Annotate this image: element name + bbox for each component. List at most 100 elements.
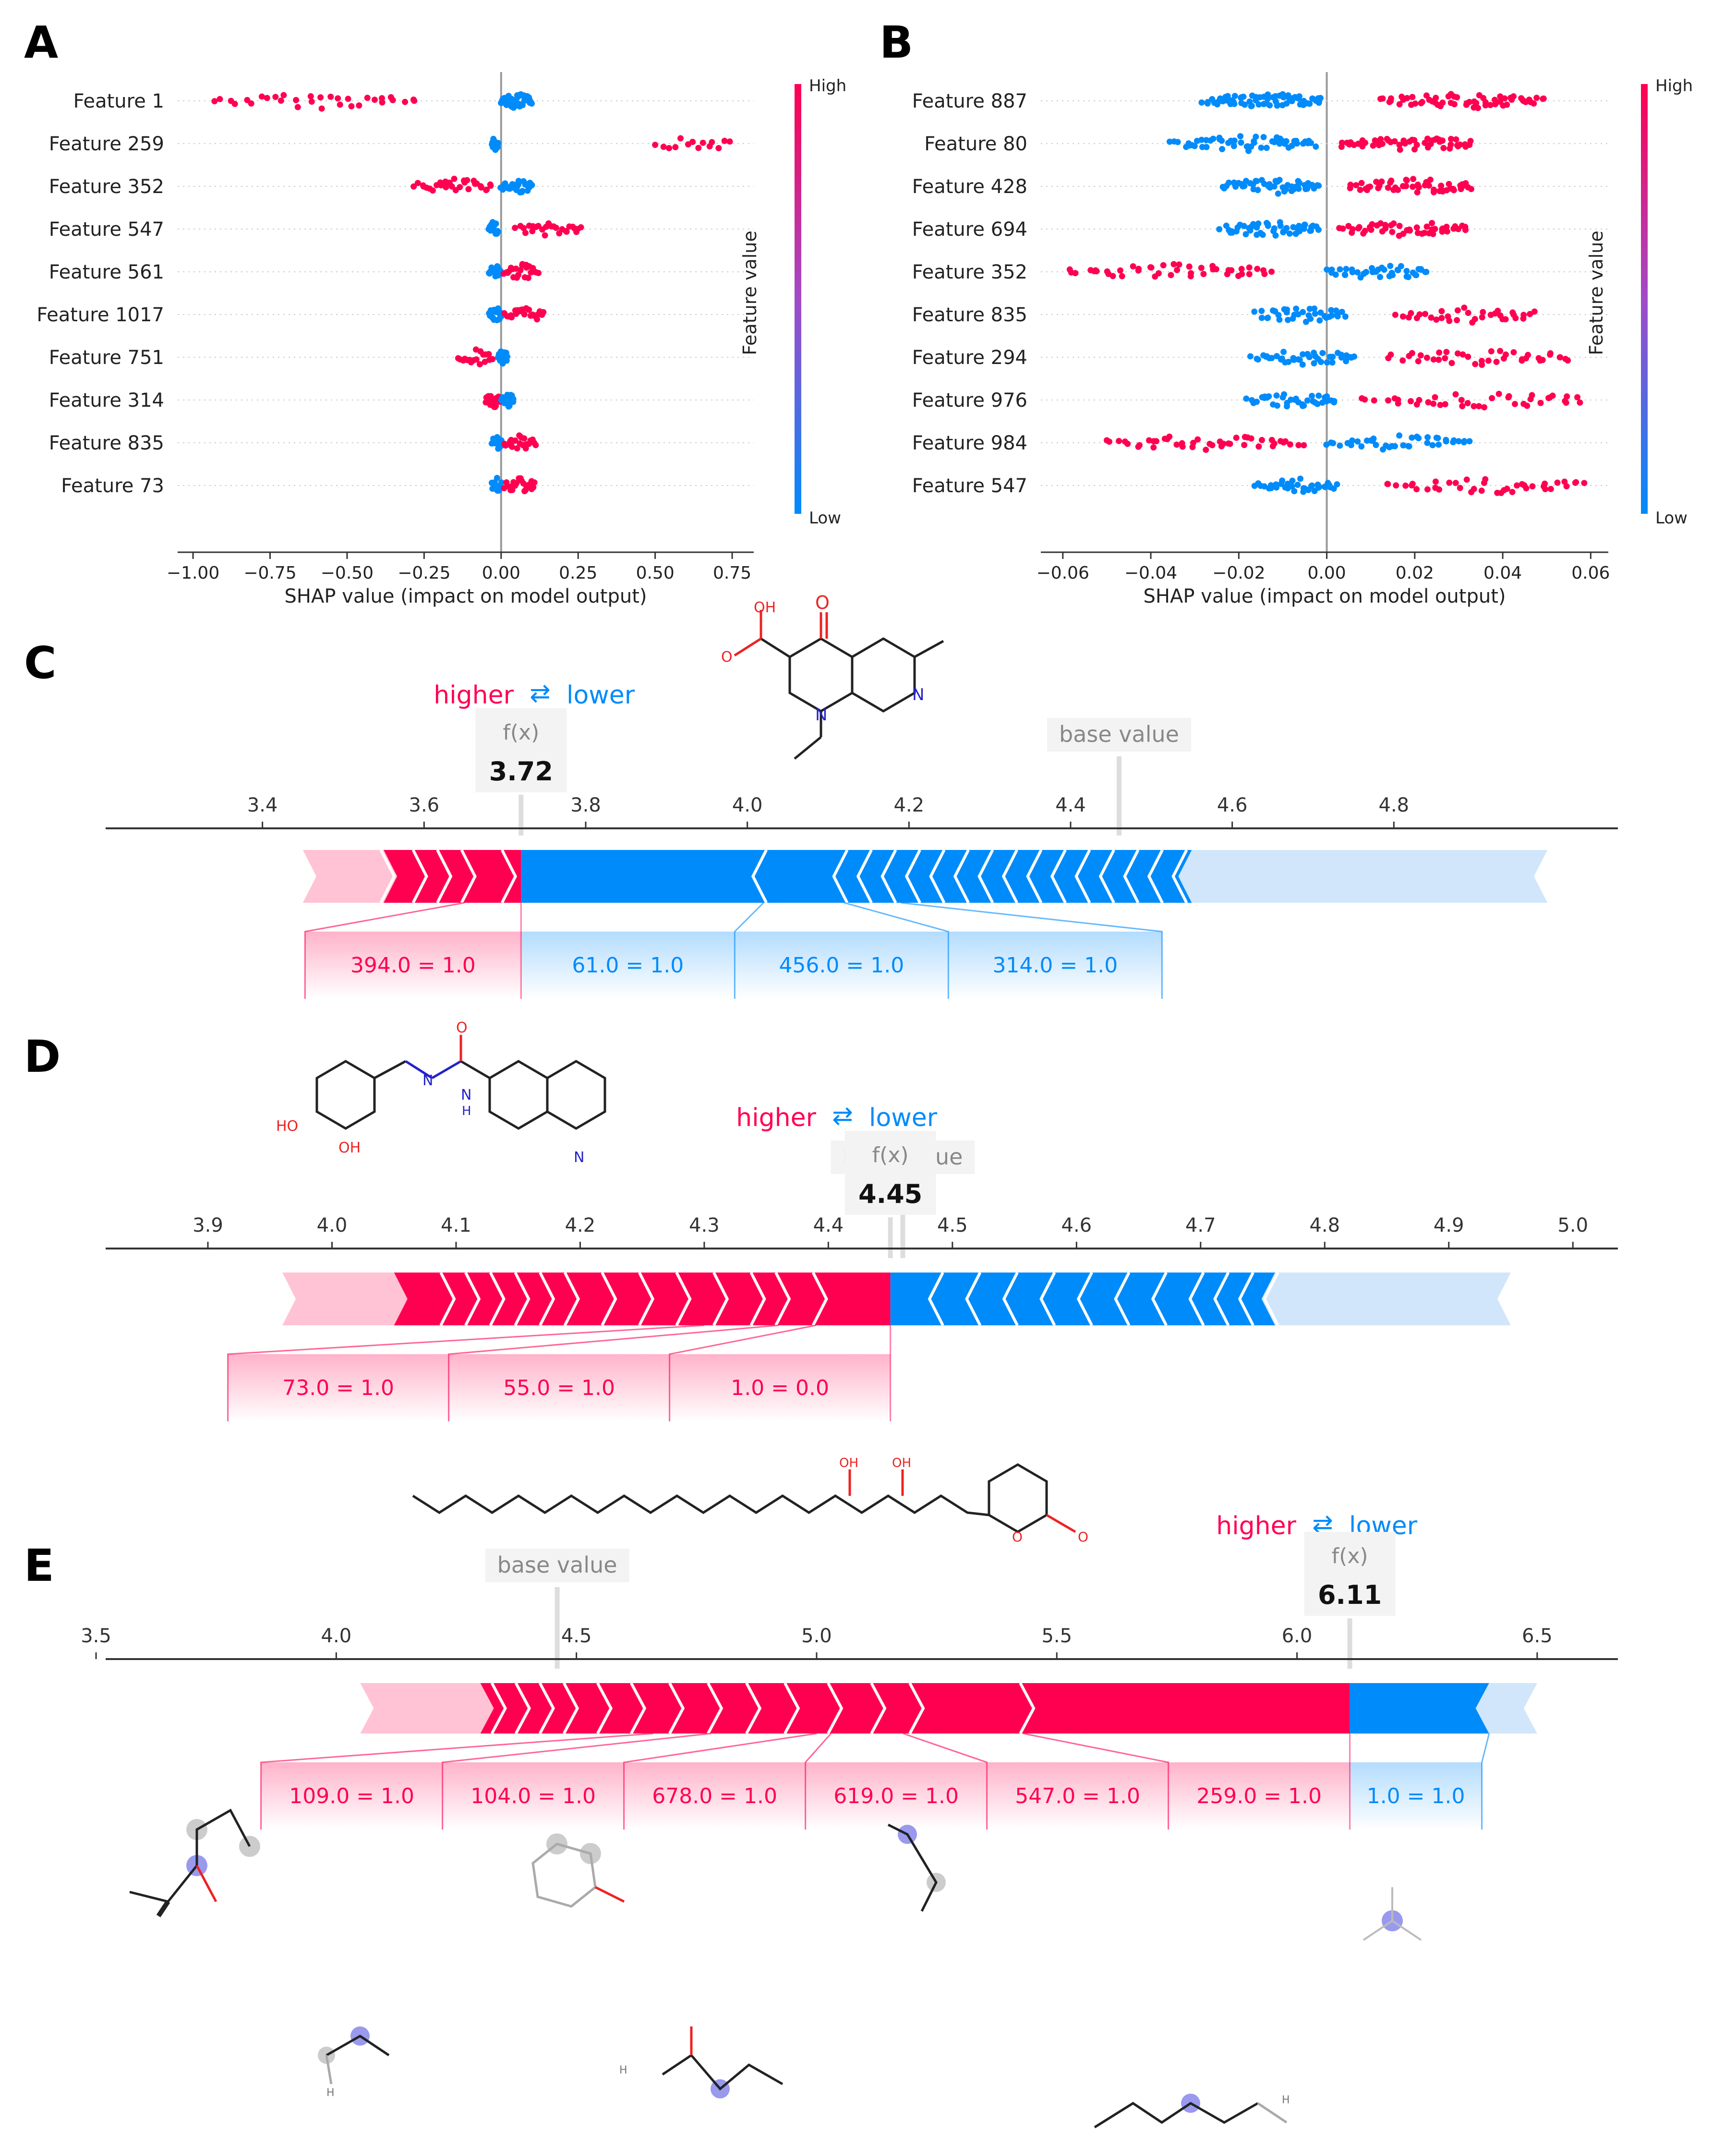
data-point xyxy=(1224,93,1231,99)
data-point xyxy=(1294,482,1301,488)
data-point xyxy=(364,95,371,101)
data-point xyxy=(1306,354,1313,361)
data-point xyxy=(528,100,535,107)
data-point xyxy=(258,93,265,100)
data-point xyxy=(1466,98,1473,105)
force-tick-label: 4.0 xyxy=(321,1625,352,1647)
fragment-619-h: H xyxy=(619,2064,627,2076)
neg-chevron xyxy=(751,849,768,904)
data-point xyxy=(1259,231,1266,238)
data-point xyxy=(1549,392,1556,399)
data-point xyxy=(1577,399,1583,406)
data-point xyxy=(1130,263,1136,270)
data-point xyxy=(1468,186,1474,193)
data-point xyxy=(498,479,505,486)
data-point xyxy=(1392,312,1398,318)
data-point xyxy=(1519,481,1525,487)
fragment-1-h: H xyxy=(1282,2094,1290,2106)
data-point xyxy=(521,311,528,318)
pos-chevron xyxy=(707,1682,723,1734)
pos-chevron xyxy=(638,1272,655,1326)
data-point xyxy=(1377,274,1384,280)
data-point xyxy=(534,316,541,323)
data-point xyxy=(1407,227,1413,234)
data-point xyxy=(1349,437,1356,444)
data-point xyxy=(476,361,483,368)
data-point xyxy=(540,309,547,315)
feature-label: Feature 314 xyxy=(49,389,164,412)
fragment-1 xyxy=(1362,1887,1422,1941)
data-point xyxy=(1255,220,1262,227)
pos-chevron xyxy=(500,849,518,904)
data-point xyxy=(1403,273,1410,280)
fx-value: 3.72 xyxy=(489,756,553,787)
data-point xyxy=(1362,396,1368,403)
data-point xyxy=(1435,101,1441,108)
data-point xyxy=(1301,402,1307,409)
data-point xyxy=(1241,223,1247,230)
data-point xyxy=(1425,399,1432,406)
data-point xyxy=(1475,105,1482,111)
data-point xyxy=(514,445,520,452)
data-point xyxy=(1266,393,1272,400)
data-point xyxy=(1285,316,1291,323)
data-point xyxy=(443,184,449,191)
x-tick-label: 0.04 xyxy=(1483,563,1522,583)
data-point xyxy=(1275,312,1282,318)
neg-chevron xyxy=(1002,1272,1019,1326)
data-point xyxy=(1332,271,1339,278)
data-point xyxy=(1302,318,1309,325)
data-point xyxy=(1199,144,1206,150)
data-point xyxy=(1462,223,1469,230)
data-point xyxy=(1150,444,1157,451)
neg-bar xyxy=(890,1273,1275,1325)
data-point xyxy=(1266,102,1273,109)
data-point xyxy=(1398,263,1404,269)
pos-label: 109.0 = 1.0 xyxy=(289,1784,414,1808)
neg-chevron xyxy=(1026,849,1043,904)
data-point xyxy=(1463,476,1470,483)
data-point xyxy=(1354,438,1361,445)
data-point xyxy=(1537,400,1544,406)
data-point xyxy=(1396,223,1403,230)
data-point xyxy=(1287,441,1293,448)
neg-chevron xyxy=(1188,1272,1205,1326)
force-tick-label: 3.4 xyxy=(247,794,278,816)
neg-chevron xyxy=(904,849,921,904)
data-point xyxy=(1409,350,1415,356)
data-point xyxy=(1381,267,1387,273)
fragment-109 xyxy=(129,1808,260,1917)
data-point xyxy=(1168,272,1174,279)
data-point xyxy=(1529,483,1536,490)
data-point xyxy=(1311,305,1318,312)
data-point xyxy=(1268,268,1275,275)
data-point xyxy=(217,96,223,102)
data-point xyxy=(1531,308,1538,315)
pos-chevron xyxy=(811,1272,828,1326)
data-point xyxy=(464,177,470,183)
data-point xyxy=(1343,266,1350,272)
data-point xyxy=(1185,140,1192,147)
data-point xyxy=(1176,261,1182,268)
data-point xyxy=(1337,266,1343,273)
molecule-d-atom-oh: OH xyxy=(338,1140,361,1156)
force-tick-label: 4.5 xyxy=(561,1625,592,1647)
pos-label-fill xyxy=(805,1762,987,1830)
data-point xyxy=(1314,400,1321,407)
data-point xyxy=(1459,403,1466,410)
pos-chevron xyxy=(436,849,453,904)
data-point xyxy=(652,142,659,148)
data-point xyxy=(1254,187,1261,194)
data-point xyxy=(542,232,548,239)
data-point xyxy=(1291,488,1298,495)
data-point xyxy=(465,186,472,193)
data-point xyxy=(337,101,343,108)
data-point xyxy=(1433,435,1440,441)
data-point xyxy=(1230,98,1237,105)
feature-label: Feature 73 xyxy=(61,475,164,497)
data-point xyxy=(1391,443,1398,449)
data-point xyxy=(1296,180,1303,186)
data-point xyxy=(1338,308,1345,315)
data-point xyxy=(513,480,520,486)
